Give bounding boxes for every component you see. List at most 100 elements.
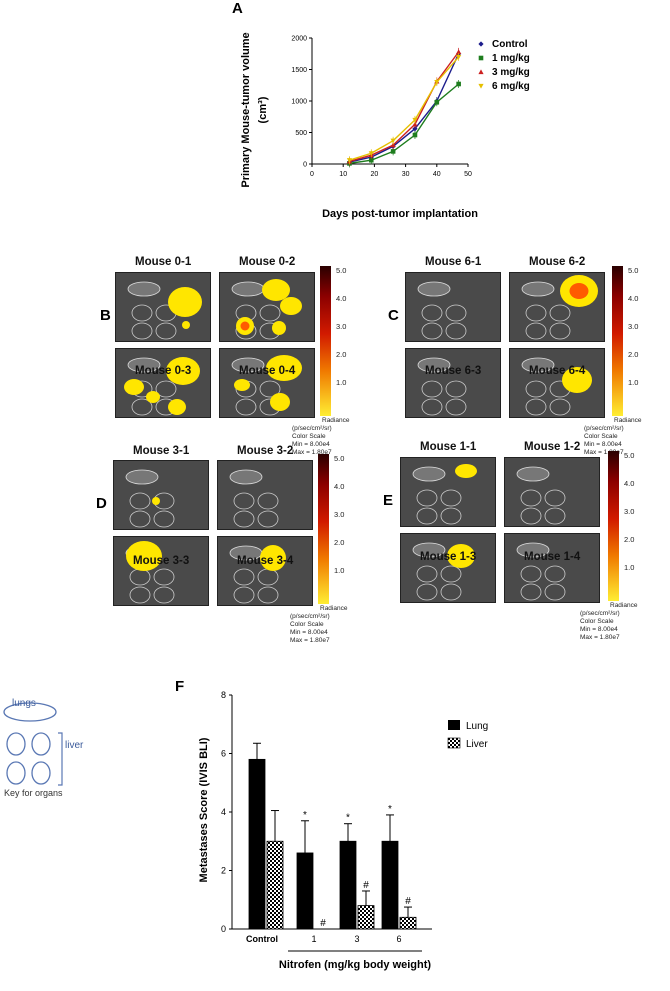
organ-outlines: [124, 357, 200, 416]
panel-c-letter: C: [388, 307, 399, 324]
bli-image-tile: [509, 272, 605, 342]
scale-tick-label: 4.0: [336, 294, 347, 303]
liver-lobe: [235, 398, 257, 416]
bli-image-tile: [405, 348, 501, 418]
series-line: [349, 83, 460, 165]
y-tick-label: 500: [295, 130, 307, 137]
lung-organ: [125, 469, 159, 485]
lung-organ: [521, 357, 555, 373]
radiance-legend-line: Color Scale: [290, 621, 324, 628]
radiance-legend-line: Min = 8.00e4: [290, 629, 328, 636]
liver-lobe: [416, 489, 438, 507]
lung-bar: [248, 758, 266, 930]
mouse-label: Mouse 6-2: [529, 256, 586, 268]
scale-tick-label: 2.0: [624, 535, 635, 544]
liver-lobe: [421, 322, 443, 340]
y-tick-label: 8: [221, 690, 226, 700]
legend-label: Lung: [466, 721, 488, 732]
category-label: 3: [354, 934, 359, 944]
liver-lobe: [129, 586, 151, 604]
data-point: [434, 80, 440, 85]
mouse-label: Mouse 0-2: [239, 256, 296, 268]
mouse-label: Mouse 3-3: [133, 555, 190, 567]
organ-outlines: [127, 281, 202, 340]
lung-organ: [417, 357, 451, 373]
radiance-legend-line: Max = 1.80e7: [580, 634, 620, 641]
bli-image-tile: [115, 348, 211, 418]
x-tick-label: 30: [402, 171, 410, 178]
liver-lobe: [440, 583, 462, 601]
scale-tick-label: 3.0: [624, 507, 635, 516]
legend-label: 3 mg/kg: [492, 67, 530, 78]
data-point: [478, 55, 484, 61]
lung-bar: [296, 852, 314, 930]
legend-label: Control: [492, 39, 528, 50]
organ-outlines: [229, 545, 286, 604]
radiance-legend-line: Min = 8.00e4: [292, 441, 330, 448]
organ-key-diagram: [3, 702, 63, 786]
mouse-label: Mouse 1-3: [420, 551, 477, 563]
bli-image-tile: [217, 536, 313, 606]
series-line: [349, 56, 460, 161]
organ-outlines: [125, 469, 175, 528]
series-line: [349, 51, 460, 163]
significance-mark: #: [363, 880, 369, 891]
bar-group: [266, 810, 284, 930]
liver-bar: [399, 916, 417, 930]
liver-key-lobe: [31, 761, 51, 785]
radiance-legend-line: Color Scale: [292, 433, 326, 440]
y-tick-label: 2: [221, 866, 226, 876]
signal-blob: [562, 367, 592, 393]
organ-outlines: [229, 469, 279, 528]
scale-tick-label: 4.0: [334, 482, 345, 491]
lung-organ: [516, 466, 550, 482]
data-point: [368, 151, 374, 156]
radiance-legend-line: Radiance: [322, 417, 350, 424]
x-axis-label: Days post-tumor implantation: [322, 208, 478, 220]
liver-key-label: liver: [65, 740, 84, 751]
liver-lobe: [445, 304, 467, 322]
lung-organ: [231, 281, 265, 297]
mouse-label: Mouse 6-1: [425, 256, 482, 268]
scale-tick-label: 5.0: [336, 266, 347, 275]
lung-organ: [417, 281, 451, 297]
radiance-legend: Radiance (p/sec/cm²/sr) Color Scale Min = 8…: [292, 417, 349, 457]
liver-lobe: [421, 398, 443, 416]
y-axis-unit: (cm³): [257, 96, 269, 123]
liver-lobe: [233, 492, 255, 510]
organ-outlines: [412, 542, 475, 601]
liver-lobe: [416, 583, 438, 601]
liver-key-lobe: [6, 761, 26, 785]
liver-lobe: [549, 398, 571, 416]
bli-image-tile: [400, 533, 496, 603]
mouse-label: Mouse 3-1: [133, 445, 190, 457]
organ-outlines: [516, 542, 566, 601]
significance-mark: #: [320, 918, 326, 929]
y-tick-label: 0: [303, 162, 307, 169]
signal-blob: [234, 379, 250, 391]
lung-bar: [339, 840, 357, 930]
y-tick-label: 1500: [291, 67, 307, 74]
scale-tick-label: 3.0: [628, 322, 639, 331]
radiance-color-scale: [612, 266, 623, 416]
liver-lobe: [416, 507, 438, 525]
liver-lobe: [440, 489, 462, 507]
data-point: [390, 142, 396, 148]
signal-blob: [447, 544, 475, 568]
category-label: 6: [396, 934, 401, 944]
y-tick-label: 4: [221, 807, 226, 817]
signal-blob: [126, 541, 162, 571]
y-axis-label: Metastases Score (IVIS BLI): [198, 737, 210, 882]
legend-label: 6 mg/kg: [492, 81, 530, 92]
bar-group: *: [381, 804, 399, 930]
data-point: [456, 81, 461, 87]
scale-tick-label: 1.0: [334, 566, 345, 575]
x-tick-label: 0: [310, 171, 314, 178]
liver-lobe: [520, 507, 542, 525]
signal-blob: [455, 464, 477, 478]
bar-group: [248, 742, 266, 930]
signal-blob: [266, 355, 302, 381]
signal-blob: [168, 399, 186, 415]
lung-organ: [412, 466, 446, 482]
scale-tick-label: 4.0: [624, 479, 635, 488]
